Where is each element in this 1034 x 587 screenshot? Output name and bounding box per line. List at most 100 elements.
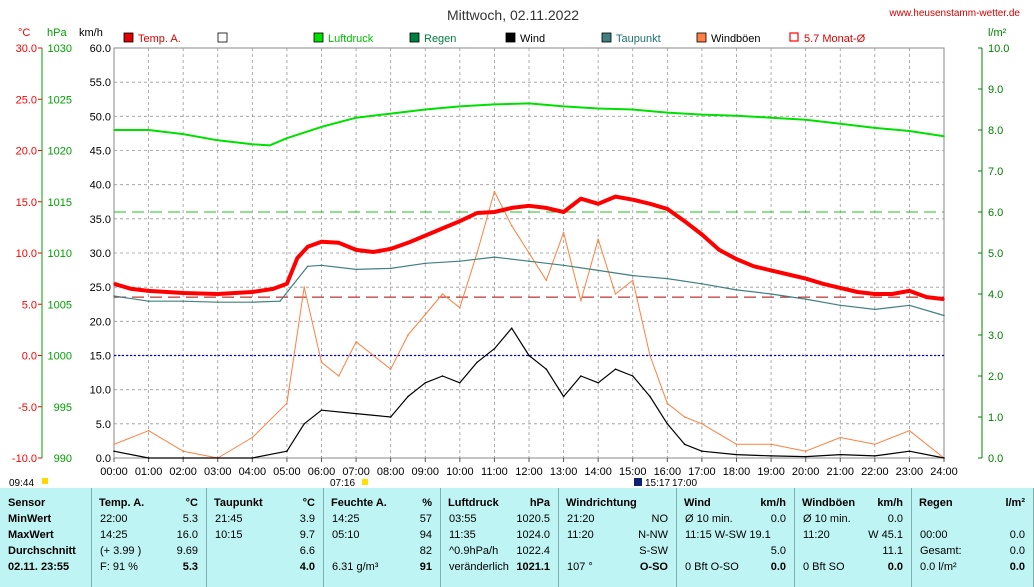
- temp-tick-label: 15.0: [16, 197, 37, 209]
- data-point: [666, 402, 669, 405]
- data-point: [296, 257, 299, 259]
- data-point: [510, 224, 513, 227]
- x-tick-label: 06:00: [308, 466, 336, 478]
- legend-label: Luftdruck: [328, 33, 374, 45]
- summary-table: Sensor MinWert MaxWert Durchschnitt 02.1…: [0, 488, 1034, 587]
- data-point: [217, 293, 219, 295]
- x-tick-label: 17:00: [688, 466, 716, 478]
- data-point: [130, 288, 133, 290]
- cell-note: 0.0 l/m²: [920, 561, 957, 573]
- data-point: [839, 287, 842, 289]
- rain-tick-label: 7.0: [988, 166, 1003, 178]
- data-point: [839, 123, 842, 125]
- cell-note: 0 Bft SO: [803, 561, 845, 573]
- data-point: [804, 277, 807, 280]
- data-point: [528, 260, 530, 263]
- data-point: [251, 291, 254, 293]
- source-link[interactable]: www.heusenstamm-wetter.de: [888, 8, 1020, 19]
- data-point: [943, 457, 945, 459]
- legend-swatch: [601, 32, 612, 43]
- data-point: [493, 256, 496, 258]
- data-point: [545, 279, 548, 282]
- temp-tick-label: -5.0: [18, 402, 37, 414]
- temp-tick-label: 30.0: [16, 43, 37, 55]
- data-point: [303, 423, 306, 425]
- data-point: [891, 293, 893, 295]
- rain-tick-label: 10.0: [988, 43, 1009, 55]
- data-point: [580, 375, 582, 377]
- temp-unit-label: °C: [18, 27, 30, 39]
- moon-phase-icon: [634, 478, 642, 486]
- column-header: Regen: [919, 497, 953, 509]
- cell-value: 0.0: [1009, 545, 1025, 557]
- wind-tick-label: 25.0: [90, 282, 111, 294]
- data-point: [562, 231, 565, 234]
- data-point: [182, 292, 184, 294]
- cell-note: 03:55: [449, 513, 477, 525]
- data-point: [407, 242, 409, 244]
- cell-note: 22:00: [100, 513, 128, 525]
- cell-value: 91: [419, 561, 432, 573]
- cell-note: 11:35: [449, 529, 476, 541]
- data-point: [510, 327, 513, 330]
- data-point: [424, 262, 427, 265]
- legend-swatch: [505, 32, 516, 43]
- rain-tick-label: 8.0: [988, 125, 1003, 137]
- pressure-unit-label: hPa: [47, 27, 67, 39]
- label-minwert: MinWert: [8, 513, 52, 525]
- legend-label: Wind: [520, 33, 545, 45]
- x-tick-label: 00:00: [100, 466, 128, 478]
- data-point: [147, 290, 150, 292]
- x-tick-label: 10:00: [446, 466, 474, 478]
- pressure-tick-label: 1015: [48, 197, 72, 209]
- data-point: [770, 269, 772, 272]
- data-point: [597, 269, 599, 272]
- temp-tick-label: 20.0: [16, 146, 37, 158]
- data-point: [217, 139, 219, 142]
- data-point: [320, 126, 323, 128]
- series-line-luftdruck: [114, 102, 945, 147]
- temp-tick-label: 25.0: [16, 94, 37, 106]
- data-point: [735, 453, 738, 456]
- data-point: [389, 416, 392, 418]
- time-markers: 09:44 07:16 15:17 17:00: [9, 478, 697, 488]
- data-point: [441, 227, 444, 230]
- cell-note: Ø 10 min.: [803, 513, 851, 525]
- cell-note: 14:25: [332, 513, 360, 525]
- data-point: [286, 450, 288, 453]
- x-tick-label: 03:00: [204, 466, 232, 478]
- data-point: [113, 450, 115, 453]
- data-point: [355, 116, 357, 119]
- x-tick-label: 09:00: [411, 466, 439, 478]
- cell-note: 0 Bft O-SO: [685, 561, 739, 573]
- cell-value: 11.1: [882, 545, 903, 557]
- column-header: Taupunkt: [214, 497, 263, 509]
- data-point: [424, 108, 427, 111]
- data-point: [804, 450, 807, 453]
- chart-title: Mittwoch, 02.11.2022: [447, 7, 579, 23]
- data-point: [113, 129, 115, 131]
- wind-tick-label: 0.0: [96, 453, 111, 465]
- data-point: [804, 119, 807, 121]
- data-point: [908, 450, 911, 453]
- data-point: [804, 455, 807, 458]
- data-point: [701, 423, 703, 425]
- data-point: [113, 295, 115, 297]
- column-luftdruck: Luftdruck hPa 03:55 1020.5 11:35 1024.0 ^0.9hP…: [441, 488, 559, 587]
- column-feuchte: Feuchte A.% 14:25 57 05:10 94 82 6.31 g/m³ 91: [324, 488, 441, 587]
- label-durchschnitt: Durchschnitt: [8, 545, 76, 557]
- rain-tick-label: 6.0: [988, 207, 1003, 219]
- rain-tick-label: 1.0: [988, 412, 1003, 424]
- plot-area: [113, 47, 945, 459]
- data-point: [735, 258, 738, 260]
- cell-value: 4.0: [299, 561, 315, 573]
- cell-value: 82: [419, 545, 432, 557]
- data-point: [407, 395, 409, 398]
- x-tick-label: 24:00: [930, 466, 958, 478]
- cell-value: NO: [651, 513, 669, 525]
- column-temp: Temp. A. °C 22:00 5.3 14:25 16.0 (+ 3.99 ) 9.69…: [92, 488, 207, 587]
- x-tick-label: 13:00: [550, 466, 578, 478]
- cell-note: 6.31 g/m³: [332, 561, 379, 573]
- wind-tick-label: 55.0: [90, 77, 111, 89]
- data-point: [147, 457, 150, 459]
